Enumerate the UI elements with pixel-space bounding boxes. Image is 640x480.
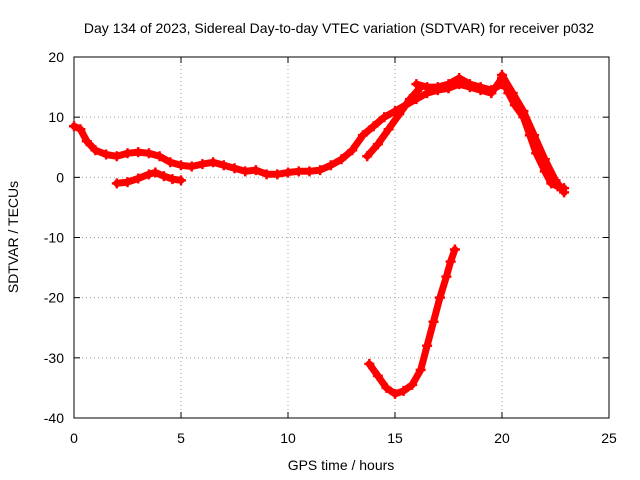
- data-point: [81, 136, 92, 147]
- data-point: [464, 79, 475, 90]
- y-tick-label: 0: [56, 169, 64, 185]
- data-point: [368, 121, 379, 132]
- data-point: [434, 292, 445, 303]
- x-tick-label: 15: [387, 430, 403, 446]
- y-tick-label: 10: [48, 109, 64, 125]
- data-point: [445, 256, 456, 267]
- data-point: [422, 340, 433, 351]
- data-point: [325, 160, 336, 171]
- data-point: [428, 316, 439, 327]
- data-point: [250, 165, 261, 176]
- chart-title: Day 134 of 2023, Sidereal Day-to-day VTE…: [84, 20, 594, 36]
- data-point: [364, 358, 375, 369]
- data-point: [304, 166, 315, 177]
- y-tick-label: 20: [48, 49, 64, 65]
- series-line: [365, 246, 459, 398]
- series-lower-arc: [111, 167, 186, 189]
- data-point: [150, 167, 161, 178]
- data-point: [372, 139, 383, 150]
- grid-lines: [74, 57, 609, 418]
- data-point: [432, 82, 443, 93]
- series-upper-branch: [362, 82, 426, 162]
- data-point: [315, 165, 326, 176]
- data-point: [158, 171, 169, 182]
- data-point: [122, 148, 133, 159]
- data-point: [111, 151, 122, 162]
- data-point: [176, 175, 186, 186]
- data-point: [411, 79, 422, 90]
- data-point: [111, 178, 122, 189]
- data-point: [372, 370, 383, 381]
- data-point: [486, 85, 497, 96]
- data-point: [449, 244, 460, 255]
- data-point: [122, 177, 133, 188]
- data-point: [165, 157, 176, 168]
- data-point: [336, 154, 347, 165]
- data-point: [559, 187, 570, 198]
- data-point: [454, 73, 465, 84]
- axis-ticks: 0 5 10 15 20 25 -40 -30 -20 -10 0 10 20: [44, 49, 617, 446]
- x-tick-label: 25: [601, 430, 617, 446]
- data-point: [415, 364, 426, 375]
- data-point: [379, 112, 390, 123]
- data-point: [208, 157, 219, 168]
- data-point: [404, 94, 415, 105]
- data-point: [518, 106, 529, 117]
- data-point: [90, 145, 101, 156]
- data-point: [398, 385, 409, 396]
- series-line: [363, 83, 425, 160]
- y-tick-label: -20: [44, 290, 64, 306]
- data-point: [261, 169, 272, 180]
- data-point: [381, 382, 392, 393]
- data-point: [272, 169, 283, 180]
- data-point: [240, 166, 251, 177]
- data-point: [550, 175, 561, 186]
- data-point: [394, 109, 405, 120]
- x-tick-label: 0: [70, 430, 78, 446]
- data-point: [539, 154, 550, 165]
- data-point: [475, 82, 486, 93]
- data-point: [154, 151, 165, 162]
- data-point: [101, 149, 112, 160]
- data-point: [143, 169, 154, 180]
- x-tick-label: 20: [494, 430, 510, 446]
- data-point: [229, 163, 240, 174]
- data-point: [283, 167, 293, 178]
- data-point: [422, 82, 433, 93]
- y-tick-label: -10: [44, 230, 64, 246]
- data-point: [218, 160, 229, 171]
- data-point: [362, 151, 373, 162]
- data-point: [133, 147, 144, 158]
- data-point: [293, 166, 304, 177]
- data-point: [143, 148, 154, 159]
- data-point: [75, 124, 86, 135]
- data-point: [383, 124, 394, 135]
- data-point: [176, 160, 186, 171]
- x-tick-label: 5: [177, 430, 185, 446]
- data-point: [497, 70, 507, 81]
- x-axis-title: GPS time / hours: [288, 457, 395, 473]
- y-tick-label: -40: [44, 410, 64, 426]
- data-point: [407, 379, 418, 390]
- series-deep-dip: [364, 244, 460, 399]
- data-point: [167, 174, 178, 185]
- data-point: [197, 159, 208, 170]
- data-point: [186, 161, 197, 172]
- data-point: [390, 388, 400, 399]
- data-point: [529, 130, 540, 141]
- data-point: [507, 88, 518, 99]
- data-point: [133, 173, 144, 184]
- series-descent-branch: [497, 70, 570, 198]
- data-series: [69, 70, 570, 399]
- data-point: [357, 130, 368, 141]
- data-point: [347, 145, 358, 156]
- y-tick-label: -30: [44, 350, 64, 366]
- data-point: [69, 121, 79, 132]
- data-point: [441, 271, 452, 282]
- x-tick-label: 10: [280, 430, 296, 446]
- data-point: [443, 79, 454, 90]
- y-axis-title: SDTVAR / TECUs: [5, 181, 21, 293]
